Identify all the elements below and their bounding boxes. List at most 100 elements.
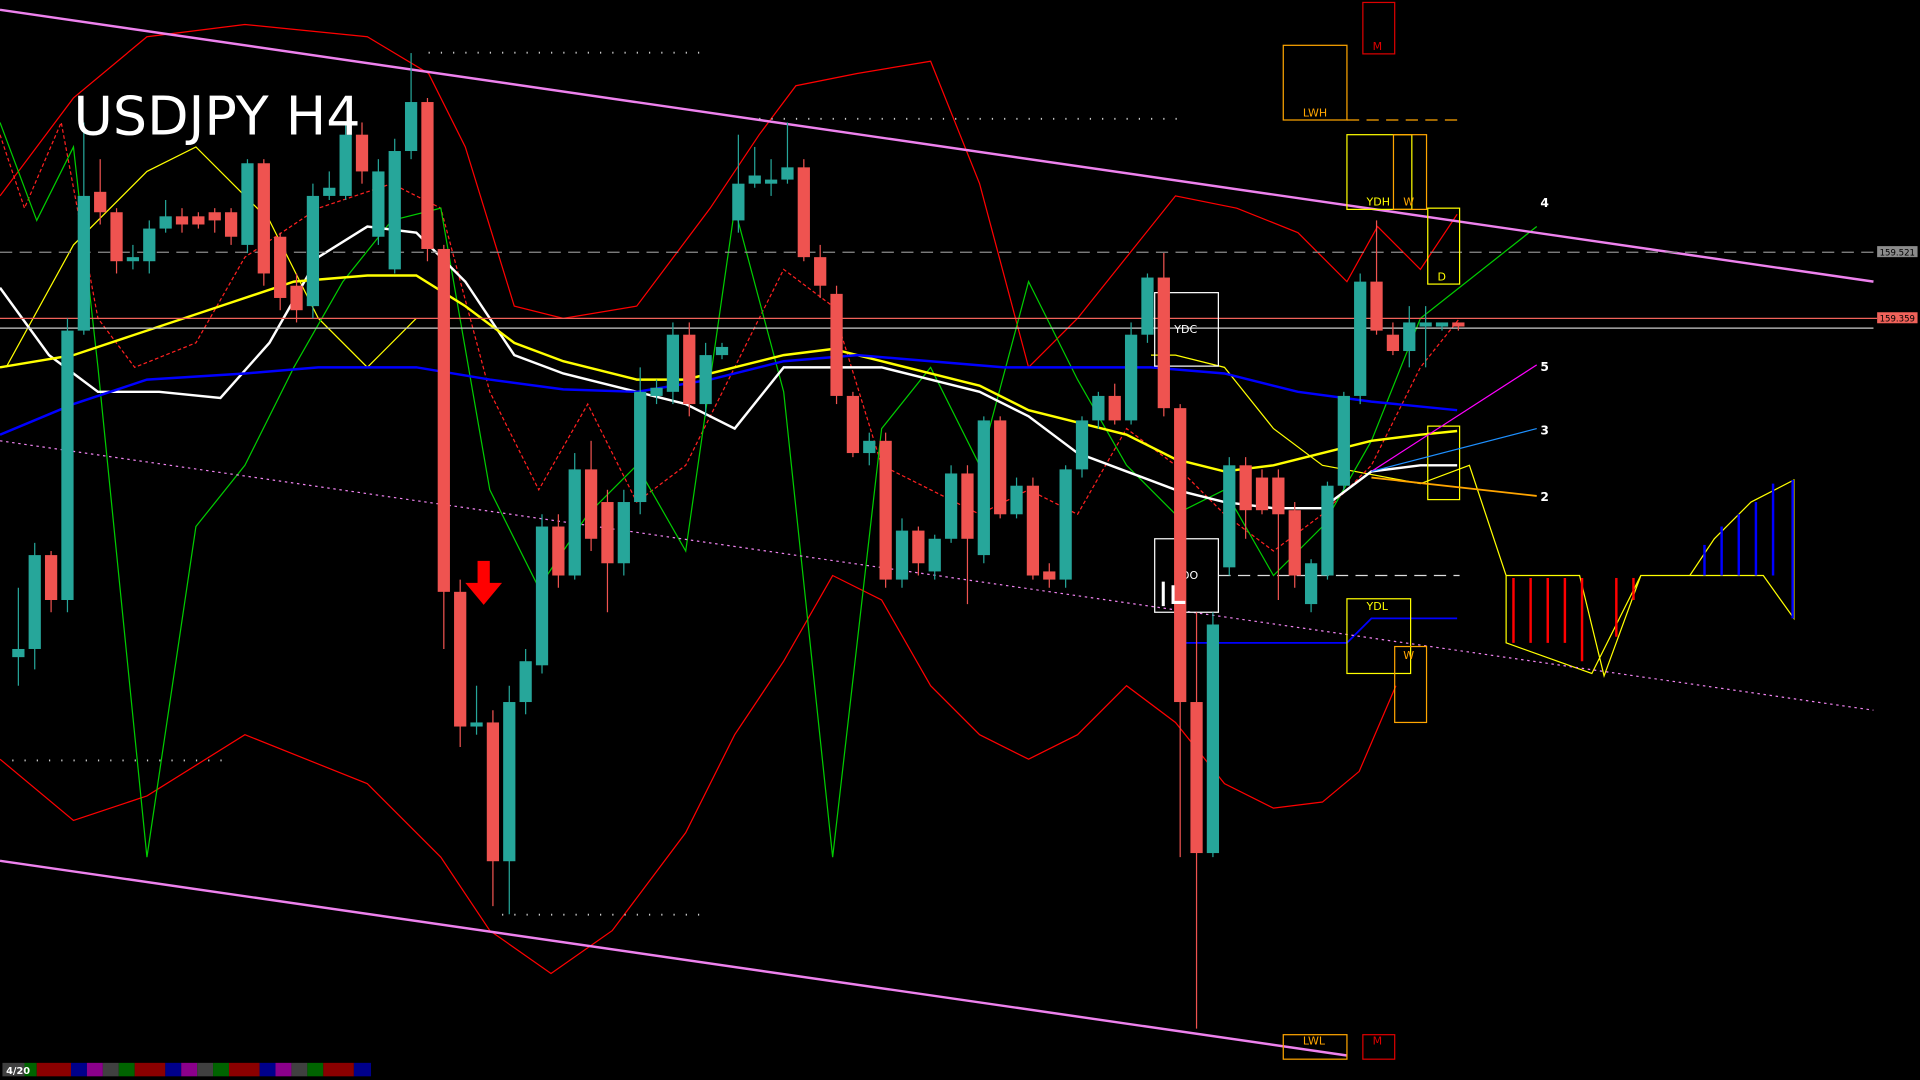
candle [1321,481,1334,580]
box-label-lwl: LWL [1303,1034,1326,1047]
candle-body [28,555,41,649]
ichimoku-cloud [5,146,1795,679]
candle-body [388,151,401,270]
candle [1403,306,1416,368]
candle [617,489,630,576]
candle [797,159,810,262]
candle [568,453,581,580]
candle-body [323,187,336,196]
candle-body [650,387,663,396]
candle-body [944,473,958,539]
candle-body [1403,322,1416,352]
candle-body [306,195,320,307]
candle [928,534,941,580]
candle [584,440,598,552]
candle-body [224,212,238,237]
candle [44,551,58,613]
candle-body [797,167,810,258]
candle-body [1321,485,1334,576]
sell-arrow-icon [465,560,503,605]
candle [846,391,860,458]
candle-body [1026,485,1040,576]
candle-body [732,183,745,221]
candle [437,244,450,649]
box-label-ydl: YDL [1366,600,1389,613]
candle-body [1108,395,1121,421]
candle [372,159,385,245]
candle [1255,469,1269,515]
candle [339,122,352,200]
candle [863,432,876,466]
candle-body [830,293,843,396]
candle [1206,612,1220,858]
candle [1010,477,1023,519]
candle-body [535,526,549,666]
box-label-ydc: YDC [1173,323,1197,336]
wave-label-3: 3 [1540,424,1549,438]
trend-channel [0,8,1874,1057]
svg-text:159.521: 159.521 [1880,248,1915,258]
candle-body [208,212,221,221]
candle-body [1075,420,1089,470]
candle-body [666,334,680,392]
candle [306,183,320,319]
candle-body [715,346,729,356]
candle-body [192,216,205,225]
candle-body [1174,408,1187,703]
candle [601,489,614,613]
candle [94,159,107,225]
candle-body [454,591,467,727]
candle [486,710,500,907]
status-strip[interactable]: 4/20 [2,1062,372,1077]
candle-body [12,648,25,658]
candle-body [1288,510,1301,576]
wave-label-2: 2 [1540,490,1549,504]
price-label-ask: 159.521 [1877,246,1918,258]
candle [126,244,140,270]
candle-body [1419,322,1432,327]
candle-body [1223,465,1236,568]
candle [764,159,778,196]
candle-body [863,440,876,454]
candle-body [748,175,761,184]
candle-body [1206,624,1220,854]
candle [257,159,270,286]
chart-title: USDJPY H4 [73,85,360,148]
candle [1190,612,1203,1029]
candle [748,146,761,188]
candle-body [143,228,156,262]
candle [388,138,401,274]
svg-text:159.359: 159.359 [1880,314,1915,324]
buy-signal-icon [1161,581,1186,607]
candle [781,122,794,184]
candle-body [421,102,434,249]
candle [110,208,123,274]
candle-body [1059,469,1072,580]
candle [1043,563,1056,588]
candle [1059,465,1072,588]
candle [683,322,696,417]
candle [1272,469,1285,600]
candle-body [1141,277,1154,335]
wave-label-5: 5 [1540,360,1549,374]
candle [274,232,287,311]
candle [519,648,532,715]
candle [634,367,647,515]
candle [143,220,156,274]
candle [1435,322,1449,331]
candle-body [44,555,58,600]
candle [1354,273,1367,405]
candle-body [928,538,941,572]
candle-body [290,285,303,311]
candle [470,685,483,735]
candle-body [159,216,172,229]
candle-body [634,391,647,503]
candle-body [486,722,500,862]
candle-body [912,530,925,564]
candle [1386,322,1400,356]
candle [912,526,925,576]
candle [175,208,189,233]
candle [241,159,254,254]
candle-body [1157,277,1170,409]
